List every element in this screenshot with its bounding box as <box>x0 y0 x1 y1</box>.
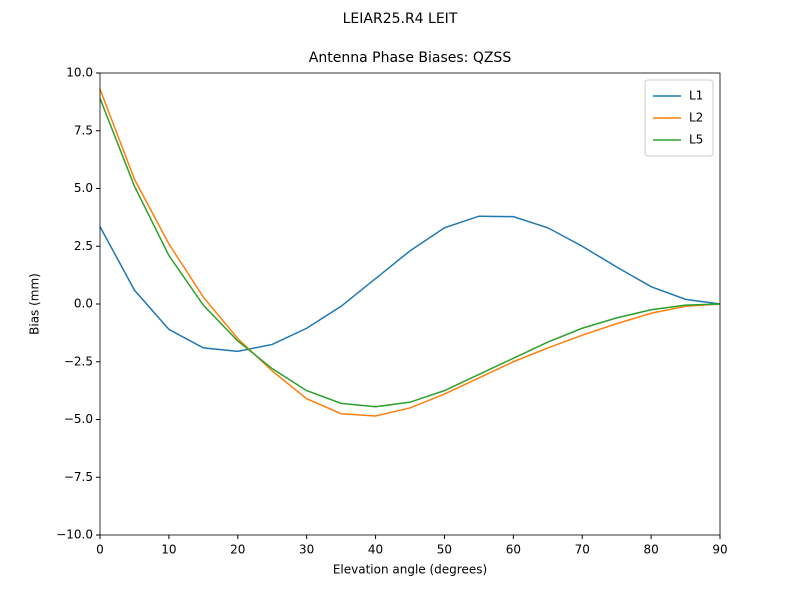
x-tick-label: 10 <box>161 543 176 557</box>
chart-title: Antenna Phase Biases: QZSS <box>309 50 512 66</box>
line-series <box>99 98 721 408</box>
x-tick-label: 20 <box>230 543 245 557</box>
y-tick-label: 10.0 <box>66 66 93 80</box>
plot-frame <box>99 72 721 536</box>
x-tick-label: 30 <box>299 543 314 557</box>
x-axis-label: Elevation angle (degrees) <box>333 563 487 577</box>
legend-label: L2 <box>689 111 703 125</box>
x-tick-label: 90 <box>712 543 727 557</box>
x-tick-label: 60 <box>506 543 521 557</box>
legend-label: L5 <box>689 133 703 147</box>
x-tick-label: 40 <box>368 543 383 557</box>
y-tick-label: 7.5 <box>74 123 93 137</box>
line-series <box>99 215 721 353</box>
y-tick-label: −5.0 <box>64 412 93 426</box>
line-series <box>99 88 721 417</box>
x-tick-label: 50 <box>437 543 452 557</box>
y-tick-label: 2.5 <box>74 239 93 253</box>
x-tick-label: 0 <box>96 543 104 557</box>
legend-label: L1 <box>689 89 703 103</box>
x-tick-label: 70 <box>575 543 590 557</box>
y-tick-label: 5.0 <box>74 181 93 195</box>
x-tick-label: 80 <box>643 543 658 557</box>
y-tick-label: −10.0 <box>56 528 93 542</box>
y-tick-label: 0.0 <box>74 297 93 311</box>
y-tick-label: −7.5 <box>64 470 93 484</box>
y-tick-label: −2.5 <box>64 354 93 368</box>
suptitle: LEIAR25.R4 LEIT <box>343 11 458 27</box>
y-axis-label: Bias (mm) <box>28 273 42 335</box>
